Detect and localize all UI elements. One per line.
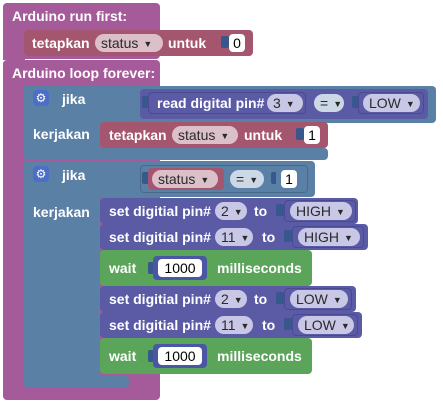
value-notch	[276, 204, 284, 216]
pin-dropdown[interactable]: 2 ▼	[215, 202, 247, 220]
to-label: to	[254, 203, 268, 219]
set-pin-label: set digitial pin#	[109, 229, 211, 245]
gear-icon[interactable]: ⚙	[33, 166, 49, 182]
pin-dropdown[interactable]: 2 ▼	[215, 290, 247, 308]
wait-label: wait	[109, 348, 137, 364]
value-notch	[284, 318, 292, 330]
set-pin-label: set digitial pin#	[109, 291, 211, 307]
number-input[interactable]: 1	[304, 126, 320, 144]
operator-dropdown[interactable]: = ▼	[314, 94, 344, 112]
dropdown-arrow-icon: ▼	[143, 39, 153, 50]
if-label: jika	[62, 167, 86, 183]
to-label: to	[262, 317, 276, 333]
value-notch	[148, 350, 156, 362]
state-dropdown[interactable]: LOW ▼	[298, 316, 354, 334]
to-label: to	[262, 229, 276, 245]
variable-dropdown[interactable]: status ▼	[95, 34, 163, 52]
dropdown-arrow-icon: ▼	[220, 131, 230, 142]
unit-label: milliseconds	[217, 260, 302, 276]
read-pin-label: read digital pin#	[157, 95, 265, 111]
set-pin-label: set digitial pin#	[109, 203, 211, 219]
dropdown-arrow-icon: ▼	[249, 175, 259, 186]
variable-dropdown[interactable]: status ▼	[172, 126, 238, 144]
loop-title: Arduino loop forever:	[12, 65, 156, 81]
do-label: kerjakan	[33, 204, 90, 220]
number-input[interactable]: 1000	[158, 259, 202, 277]
state-dropdown[interactable]: HIGH ▼	[290, 202, 352, 220]
variable-dropdown[interactable]: status ▼	[152, 170, 218, 188]
number-input[interactable]: 1	[281, 170, 297, 188]
to-label: to	[254, 291, 268, 307]
value-notch	[271, 172, 279, 184]
dropdown-arrow-icon: ▼	[340, 321, 350, 332]
to-label: untuk	[244, 127, 283, 143]
value-notch	[148, 262, 156, 274]
state-dropdown[interactable]: LOW ▼	[363, 94, 420, 112]
state-dropdown[interactable]: LOW ▼	[290, 290, 348, 308]
if-block-2-footer	[24, 376, 129, 388]
value-notch	[284, 230, 292, 242]
setup-block-bottom	[3, 40, 25, 60]
dropdown-arrow-icon: ▼	[240, 321, 250, 332]
value-notch	[142, 96, 150, 108]
read-pin-block[interactable]	[148, 92, 306, 114]
do-label: kerjakan	[33, 126, 90, 142]
gear-icon[interactable]: ⚙	[33, 90, 49, 106]
wait-label: wait	[109, 260, 137, 276]
dropdown-arrow-icon: ▼	[333, 99, 343, 110]
if-block-1-footer	[24, 148, 328, 160]
dropdown-arrow-icon: ▼	[233, 207, 243, 218]
set-pin-label: set digitial pin#	[109, 317, 211, 333]
pin-dropdown[interactable]: 3 ▼	[267, 94, 303, 112]
dropdown-arrow-icon: ▼	[344, 233, 353, 244]
dropdown-arrow-icon: ▼	[233, 295, 243, 306]
value-notch	[352, 96, 360, 108]
dropdown-arrow-icon: ▼	[336, 207, 345, 218]
setup-title: Arduino run first:	[12, 8, 128, 24]
set-label: tetapkan	[32, 35, 90, 51]
number-input[interactable]: 0	[229, 34, 245, 52]
unit-label: milliseconds	[217, 348, 302, 364]
value-notch	[276, 292, 284, 304]
pin-dropdown[interactable]: 11 ▼	[215, 316, 253, 334]
operator-dropdown[interactable]: = ▼	[230, 170, 264, 188]
set-label: tetapkan	[109, 127, 167, 143]
to-label: untuk	[168, 35, 207, 51]
if-block-2-spine	[24, 161, 100, 386]
dropdown-arrow-icon: ▼	[240, 233, 250, 244]
dropdown-arrow-icon: ▼	[200, 175, 210, 186]
pin-dropdown[interactable]: 11 ▼	[215, 228, 253, 246]
value-notch	[142, 172, 150, 184]
dropdown-arrow-icon: ▼	[285, 99, 295, 110]
number-input[interactable]: 1000	[158, 347, 202, 365]
state-dropdown[interactable]: HIGH ▼	[298, 228, 360, 246]
if-label: jika	[62, 91, 86, 107]
dropdown-arrow-icon: ▼	[332, 295, 342, 306]
value-notch	[296, 128, 304, 140]
value-notch	[221, 36, 229, 48]
dropdown-arrow-icon: ▼	[405, 99, 415, 110]
